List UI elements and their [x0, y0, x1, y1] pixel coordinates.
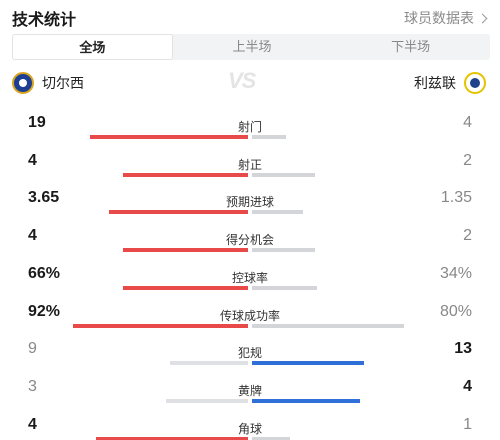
stat-label: 射门	[237, 120, 262, 134]
stat-home-bar-track	[58, 172, 248, 177]
stat-away-value: 4	[463, 114, 472, 131]
home-team[interactable]: 切尔西	[12, 72, 84, 94]
stat-away-bar	[252, 361, 364, 366]
stat-away-bar	[252, 285, 317, 290]
stat-label: 预期进球	[225, 195, 274, 210]
chevron-right-icon	[477, 13, 488, 24]
stat-away-bar	[252, 398, 360, 403]
stats-header: 技术统计 球员数据表	[0, 0, 500, 32]
stat-row: 4 得分机会 2	[0, 227, 500, 261]
stat-home-value: 4	[28, 227, 37, 245]
stat-home-bar-track	[58, 285, 248, 290]
stat-home-bar	[123, 172, 248, 177]
stat-away-value: 1.35	[440, 189, 472, 207]
player-stats-link-label: 球员数据表	[404, 10, 474, 26]
stat-away-bar	[252, 172, 315, 177]
stat-label: 犯规	[237, 346, 262, 361]
stat-away-bar	[252, 210, 303, 215]
section-title: 技术统计	[12, 12, 77, 29]
stat-home-value: 9	[28, 340, 37, 358]
stat-away-bar-track	[252, 323, 442, 328]
stat-home-value: 4	[28, 415, 37, 433]
stat-label: 传球成功率	[219, 308, 280, 323]
stat-home-value: 4	[28, 151, 37, 169]
stat-home-bar-track	[58, 135, 248, 139]
stat-home-value: 3.65	[28, 189, 60, 207]
stat-home-bar	[73, 323, 248, 328]
home-team-name: 切尔西	[42, 75, 84, 91]
stat-home-bar-track	[58, 248, 248, 253]
tab-full-match[interactable]: 全场	[12, 34, 173, 60]
stat-label: 角球	[237, 421, 262, 436]
stat-away-value: 13	[454, 340, 472, 358]
stat-away-bar	[252, 135, 286, 139]
stat-label: 射正	[237, 157, 262, 172]
stat-row: 9 犯规 13	[0, 340, 500, 374]
stat-home-bar	[170, 361, 248, 366]
stat-home-bar-track	[58, 323, 248, 328]
stat-away-bar	[252, 436, 290, 440]
stat-away-bar-track	[252, 248, 442, 253]
teams-row: 切尔西 VS 利兹联	[0, 66, 500, 102]
stat-home-value: 66%	[28, 264, 61, 282]
stat-row: 3 黄牌 4	[0, 378, 500, 412]
stat-home-bar	[123, 285, 248, 290]
stat-home-bar-track	[58, 398, 248, 403]
stat-away-bar-track	[252, 285, 442, 290]
stat-row: 19 射门 4	[0, 114, 500, 148]
stat-away-bar	[252, 248, 315, 253]
stat-away-value: 1	[463, 415, 472, 433]
away-team[interactable]: 利兹联	[414, 72, 486, 94]
chelsea-badge-icon	[12, 72, 34, 94]
period-tabs: 全场 上半场 下半场	[12, 34, 490, 60]
stat-label: 控球率	[231, 270, 268, 285]
stat-row: 3.65 预期进球 1.35	[0, 189, 500, 223]
stat-away-value: 80%	[439, 302, 472, 320]
stat-home-bar	[96, 436, 248, 440]
stat-home-value: 92%	[28, 302, 61, 320]
stat-away-value: 2	[463, 151, 472, 169]
stat-home-bar	[166, 398, 248, 403]
stat-row: 4 射正 2	[0, 152, 500, 186]
stat-label: 得分机会	[225, 233, 274, 248]
stat-away-value: 4	[463, 377, 472, 395]
stat-away-bar-track	[252, 436, 442, 440]
stat-row: 66% 控球率 34%	[0, 265, 500, 299]
stat-home-value: 3	[28, 377, 37, 395]
stat-home-bar-track	[58, 436, 248, 440]
stat-away-value: 2	[463, 227, 472, 245]
stat-home-bar-track	[58, 361, 248, 366]
stat-home-bar-track	[58, 210, 248, 215]
tab-first-half[interactable]: 上半场	[232, 39, 272, 54]
stat-away-bar-track	[252, 210, 442, 215]
stat-away-bar-track	[252, 398, 442, 403]
stat-away-value: 34%	[439, 264, 472, 282]
tab-second-half[interactable]: 下半场	[391, 39, 431, 54]
stat-home-value: 19	[28, 114, 46, 131]
stat-label: 黄牌	[237, 383, 262, 398]
stat-home-bar	[109, 210, 248, 215]
stat-away-bar-track	[252, 172, 442, 177]
stat-home-bar	[123, 248, 248, 253]
stat-row: 4 角球 1	[0, 416, 500, 440]
stat-home-bar	[90, 135, 248, 139]
stat-away-bar-track	[252, 135, 442, 139]
stat-row: 92% 传球成功率 80%	[0, 303, 500, 337]
stat-away-bar-track	[252, 361, 442, 366]
stat-away-bar	[252, 323, 404, 328]
vs-mark: VS	[228, 68, 256, 93]
player-stats-link[interactable]: 球员数据表	[404, 8, 488, 28]
leeds-badge-icon	[464, 72, 486, 94]
away-team-name: 利兹联	[414, 75, 456, 91]
